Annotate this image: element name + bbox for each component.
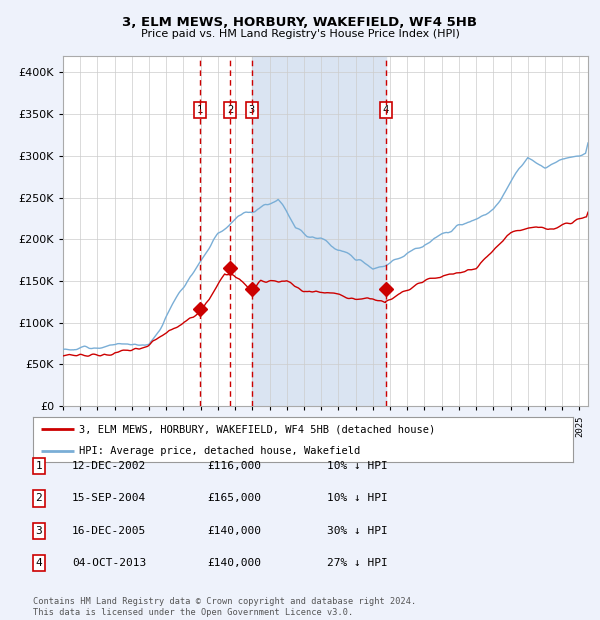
- Text: £140,000: £140,000: [207, 526, 261, 536]
- Text: 1: 1: [35, 461, 43, 471]
- Text: 3, ELM MEWS, HORBURY, WAKEFIELD, WF4 5HB: 3, ELM MEWS, HORBURY, WAKEFIELD, WF4 5HB: [122, 16, 478, 29]
- Text: 2: 2: [35, 494, 43, 503]
- Text: 27% ↓ HPI: 27% ↓ HPI: [327, 558, 388, 568]
- Text: HPI: Average price, detached house, Wakefield: HPI: Average price, detached house, Wake…: [79, 446, 360, 456]
- Text: Contains HM Land Registry data © Crown copyright and database right 2024.
This d: Contains HM Land Registry data © Crown c…: [33, 598, 416, 617]
- Text: 04-OCT-2013: 04-OCT-2013: [72, 558, 146, 568]
- Text: 4: 4: [383, 105, 389, 115]
- Text: 3: 3: [248, 105, 255, 115]
- Text: £140,000: £140,000: [207, 558, 261, 568]
- Text: 12-DEC-2002: 12-DEC-2002: [72, 461, 146, 471]
- Text: 1: 1: [197, 105, 203, 115]
- Text: 10% ↓ HPI: 10% ↓ HPI: [327, 461, 388, 471]
- Text: 2: 2: [227, 105, 233, 115]
- Bar: [251, 56, 386, 406]
- Text: 10% ↓ HPI: 10% ↓ HPI: [327, 494, 388, 503]
- Text: 16-DEC-2005: 16-DEC-2005: [72, 526, 146, 536]
- Text: 4: 4: [35, 558, 43, 568]
- Text: £116,000: £116,000: [207, 461, 261, 471]
- Text: 30% ↓ HPI: 30% ↓ HPI: [327, 526, 388, 536]
- Text: Price paid vs. HM Land Registry's House Price Index (HPI): Price paid vs. HM Land Registry's House …: [140, 29, 460, 38]
- Text: 3: 3: [35, 526, 43, 536]
- Text: £165,000: £165,000: [207, 494, 261, 503]
- Text: 15-SEP-2004: 15-SEP-2004: [72, 494, 146, 503]
- Text: 3, ELM MEWS, HORBURY, WAKEFIELD, WF4 5HB (detached house): 3, ELM MEWS, HORBURY, WAKEFIELD, WF4 5HB…: [79, 424, 435, 435]
